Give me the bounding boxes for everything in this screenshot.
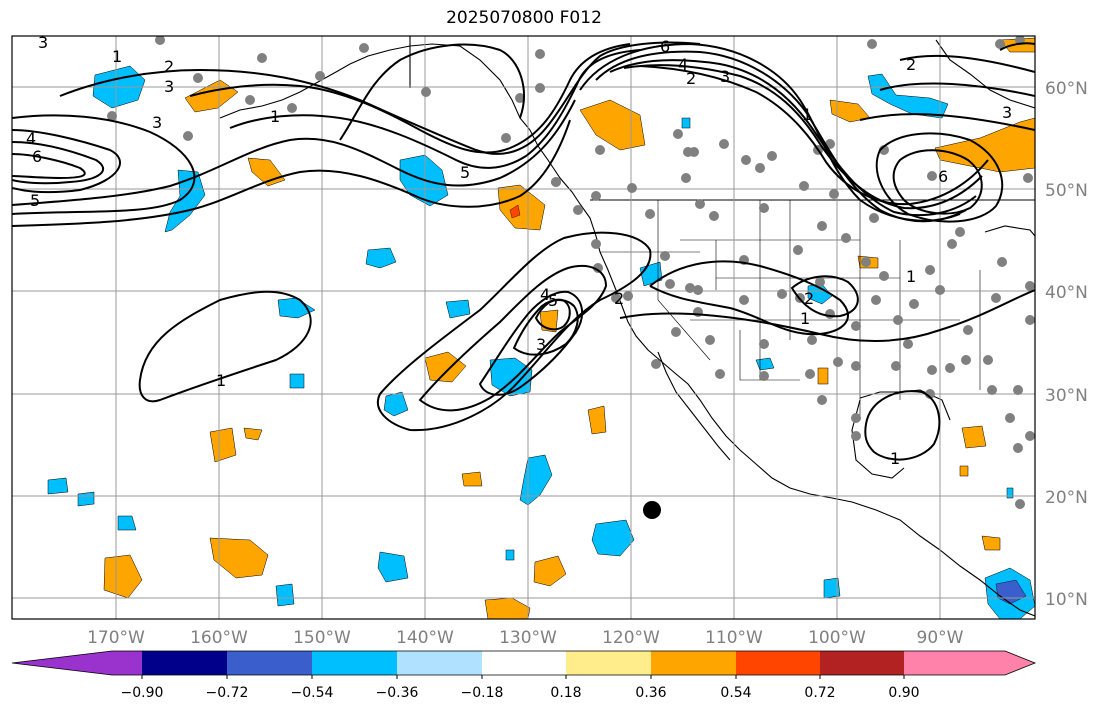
contour-label: 2 [164, 57, 174, 76]
state-borders [600, 200, 981, 420]
colorbar-segment [736, 651, 820, 675]
contour-label: 3 [164, 77, 174, 96]
colorbar-segment [12, 651, 142, 675]
contour-labels: 3 1 2 3 3 4 6 5 1 5 6 4 2 3 1 2 3 6 4 5 … [26, 33, 1012, 468]
storm-center-marker [643, 501, 661, 519]
contour-label: 1 [112, 47, 122, 66]
colorbar-tick-label: −0.36 [376, 685, 419, 701]
colorbar-tick-label: 0.18 [550, 685, 581, 701]
lon-label: 110°W [705, 628, 763, 648]
contour-label: 2 [906, 55, 916, 74]
colorbar-segment [566, 651, 651, 675]
contour-lines [12, 41, 1035, 461]
colorbar-tick-label: 0.72 [804, 685, 835, 701]
colorbar-tick-label: 0.36 [635, 685, 666, 701]
lon-label: 100°W [808, 628, 866, 648]
contour-label: 3 [152, 113, 162, 132]
lon-label: 140°W [396, 628, 454, 648]
colorbar-segment [904, 651, 1035, 675]
colorbar-segment [142, 651, 227, 675]
contour-label: 4 [540, 285, 550, 304]
map-panel: 3 1 2 3 3 4 6 5 1 5 6 4 2 3 1 2 3 6 4 5 … [12, 33, 1035, 619]
graticule [12, 36, 1035, 619]
contour-label: 4 [678, 55, 688, 74]
latitude-labels: 60°N 50°N 40°N 30°N 20°N 10°N [1045, 79, 1088, 610]
contour-label: 6 [32, 147, 42, 166]
contour-label: 5 [30, 191, 40, 210]
colorbar-tick-label: −0.18 [461, 685, 504, 701]
station-markers [107, 36, 1035, 509]
contour-label: 2 [686, 69, 696, 88]
colorbar-segment [820, 651, 904, 675]
colorbar-labels: −0.90 −0.72 −0.54 −0.36 −0.18 0.18 0.36 … [121, 685, 920, 701]
lat-label: 50°N [1045, 181, 1088, 201]
lon-label: 90°W [917, 628, 964, 648]
lon-label: 170°W [87, 628, 145, 648]
lon-label: 150°W [293, 628, 351, 648]
colorbar-segment [312, 651, 397, 675]
colorbar-tick-label: 0.54 [720, 685, 751, 701]
strong-positive-patch [509, 204, 521, 219]
contour-label: 1 [216, 371, 226, 390]
contour-label: 5 [548, 291, 558, 310]
longitude-labels: 170°W 160°W 150°W 140°W 130°W 120°W 110°… [87, 628, 964, 648]
contour-label: 1 [800, 309, 810, 328]
colorbar-tick-label: −0.90 [121, 685, 164, 701]
lon-label: 120°W [602, 628, 660, 648]
positive-anomaly-patches [103, 37, 1035, 619]
lat-label: 40°N [1045, 283, 1088, 303]
colorbar-segment [227, 651, 312, 675]
contour-label: 2 [804, 289, 814, 308]
lon-label: 130°W [499, 628, 557, 648]
contour-label: 6 [660, 37, 670, 56]
colorbar-segment [651, 651, 736, 675]
contour-label: 3 [720, 67, 730, 86]
lat-label: 60°N [1045, 79, 1088, 99]
contour-label: 1 [270, 107, 280, 126]
colorbar-tick-label: −0.72 [206, 685, 249, 701]
colorbar-segment [482, 651, 566, 675]
contour-label: 1 [890, 449, 900, 468]
lat-label: 10°N [1045, 590, 1088, 610]
contour-label: 4 [26, 129, 36, 148]
colorbar-tick-label: −0.54 [291, 685, 334, 701]
contour-label: 3 [1002, 103, 1012, 122]
lon-label: 160°W [190, 628, 248, 648]
map-frame [11, 35, 1036, 620]
colorbar-tick-label: 0.90 [888, 685, 919, 701]
colorbar-segment [397, 651, 482, 675]
contour-label: 1 [906, 267, 916, 286]
contour-label: 3 [536, 335, 546, 354]
contour-label: 1 [802, 105, 812, 124]
contour-label: 3 [38, 33, 48, 52]
contour-label: 2 [614, 289, 624, 308]
contour-label: 6 [938, 167, 948, 186]
map-title: 2025070800 F012 [446, 8, 602, 28]
lat-label: 30°N [1045, 386, 1088, 406]
colorbar-outline [11, 650, 1037, 676]
lat-label: 20°N [1045, 488, 1088, 508]
colorbar [11, 650, 1037, 679]
contour-label: 5 [460, 163, 470, 182]
